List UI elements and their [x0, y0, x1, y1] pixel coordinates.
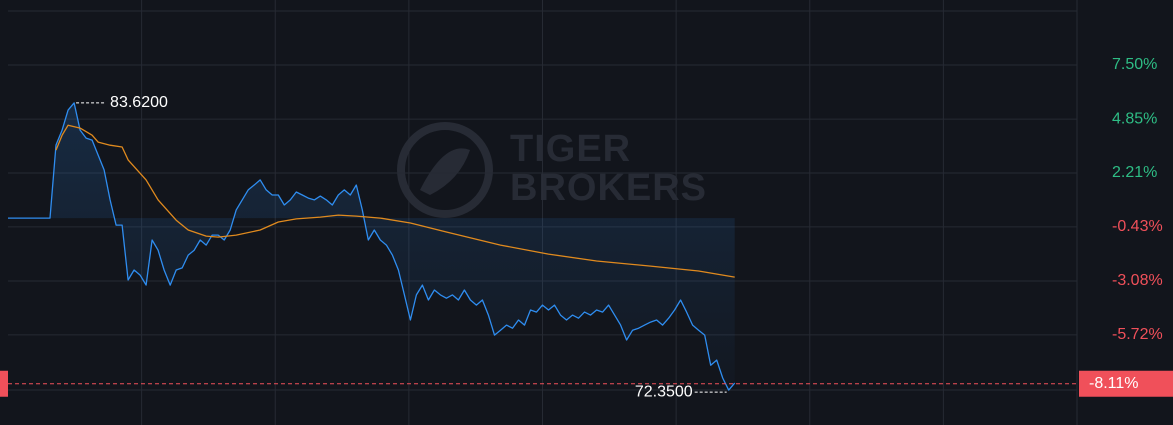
watermark-text: TIGER [510, 128, 631, 170]
price-line [8, 102, 736, 391]
watermark-logo-mark [420, 148, 470, 195]
average-line [55, 124, 735, 278]
y-tick-label: 4.85% [1112, 110, 1157, 127]
watermark-logo [397, 122, 493, 218]
y-tick-label: -0.43% [1112, 218, 1163, 235]
y-tick-label: 7.50% [1112, 56, 1157, 73]
y-tick-label: -5.72% [1112, 326, 1163, 343]
last-value-badge-left [0, 370, 8, 397]
y-tick-label: 2.21% [1112, 164, 1157, 181]
last-value-badge [1079, 370, 1173, 397]
watermark: TIGER BROKERS [397, 122, 707, 218]
watermark-text: BROKERS [510, 167, 707, 209]
last-value-label: -8.11% [1089, 375, 1139, 392]
annotation-label: 72.3500 [635, 383, 693, 400]
vertical-grid [141, 0, 1078, 425]
annotation-label: 83.6200 [110, 94, 168, 111]
y-tick-label: -3.08% [1112, 272, 1163, 289]
